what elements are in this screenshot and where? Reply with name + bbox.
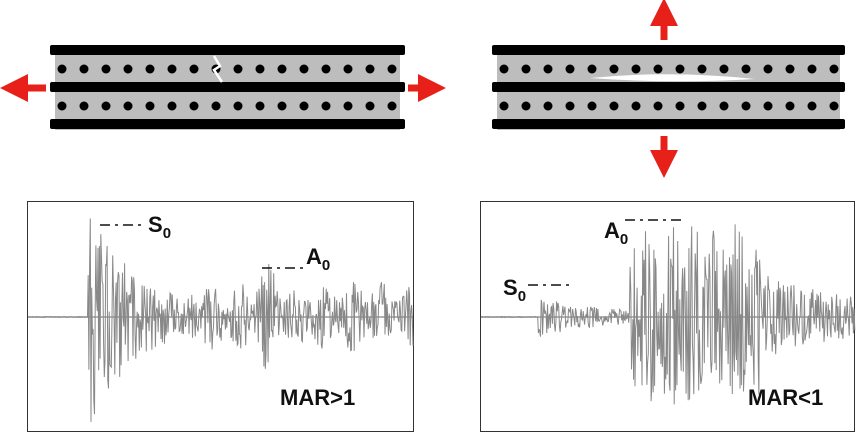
- waveform: [27, 218, 414, 422]
- fiber: [387, 101, 397, 111]
- ply: [492, 45, 845, 55]
- fiber: [609, 101, 619, 111]
- s0-sub: 0: [163, 225, 171, 242]
- fiber: [57, 64, 67, 74]
- fiber: [299, 101, 309, 111]
- a0-main: A: [306, 244, 322, 269]
- laminate-tension: [50, 45, 405, 130]
- fiber: [343, 64, 353, 74]
- fiber: [123, 64, 133, 74]
- laminate-delamination: [492, 45, 845, 130]
- a0-label: A0: [306, 244, 330, 274]
- fiber: [255, 64, 265, 74]
- fiber: [145, 101, 155, 111]
- fiber: [521, 101, 531, 111]
- fiber: [785, 101, 795, 111]
- crack: [212, 55, 224, 83]
- fiber: [365, 64, 375, 74]
- fiber: [587, 101, 597, 111]
- fiber: [609, 64, 619, 74]
- a0-label: A0: [604, 218, 628, 248]
- a0-sub: 0: [322, 257, 330, 274]
- fiber: [675, 64, 685, 74]
- fiber: [653, 101, 663, 111]
- fiber: [565, 101, 575, 111]
- fiber: [653, 64, 663, 74]
- fiber: [299, 64, 309, 74]
- fiber: [543, 101, 553, 111]
- fiber: [697, 64, 707, 74]
- s0-label: S0: [503, 275, 526, 305]
- fiber: [829, 101, 839, 111]
- fiber: [211, 101, 221, 111]
- fiber: [145, 64, 155, 74]
- fiber: [499, 101, 509, 111]
- ply: [492, 119, 845, 129]
- fiber: [741, 101, 751, 111]
- fiber: [499, 64, 509, 74]
- fiber: [321, 64, 331, 74]
- a0-sub: 0: [620, 231, 628, 248]
- fiber: [321, 101, 331, 111]
- a0-main: A: [604, 218, 620, 243]
- fiber: [189, 101, 199, 111]
- fiber: [277, 101, 287, 111]
- ply: [50, 82, 405, 92]
- fiber: [233, 64, 243, 74]
- fiber: [79, 64, 89, 74]
- fiber: [167, 101, 177, 111]
- fiber: [763, 64, 773, 74]
- fiber: [587, 64, 597, 74]
- fiber: [101, 101, 111, 111]
- fiber: [255, 101, 265, 111]
- fiber: [233, 101, 243, 111]
- fiber: [123, 101, 133, 111]
- fiber: [57, 101, 67, 111]
- s0-sub: 0: [518, 288, 526, 305]
- fiber: [387, 64, 397, 74]
- ply: [492, 82, 845, 92]
- fiber: [79, 101, 89, 111]
- fiber: [277, 64, 287, 74]
- s0-main: S: [148, 212, 163, 237]
- fiber: [565, 64, 575, 74]
- fiber: [785, 64, 795, 74]
- fiber: [543, 64, 553, 74]
- delamination: [590, 74, 755, 82]
- fiber: [697, 101, 707, 111]
- s0-label: S0: [148, 212, 171, 242]
- fiber: [807, 64, 817, 74]
- fiber: [829, 64, 839, 74]
- fiber: [807, 101, 817, 111]
- fiber: [189, 64, 199, 74]
- waveform: [480, 224, 856, 405]
- fiber: [167, 64, 177, 74]
- ply: [50, 119, 405, 129]
- fiber: [365, 101, 375, 111]
- fiber: [763, 101, 773, 111]
- fiber: [719, 64, 729, 74]
- s0-main: S: [503, 275, 518, 300]
- mar-label: MAR>1: [280, 385, 355, 410]
- fiber: [631, 64, 641, 74]
- ply: [50, 45, 405, 55]
- fiber: [631, 101, 641, 111]
- fiber: [521, 64, 531, 74]
- fiber: [101, 64, 111, 74]
- fiber: [343, 101, 353, 111]
- fiber: [719, 101, 729, 111]
- fiber: [741, 64, 751, 74]
- mar-label: MAR<1: [748, 385, 823, 410]
- fiber: [675, 101, 685, 111]
